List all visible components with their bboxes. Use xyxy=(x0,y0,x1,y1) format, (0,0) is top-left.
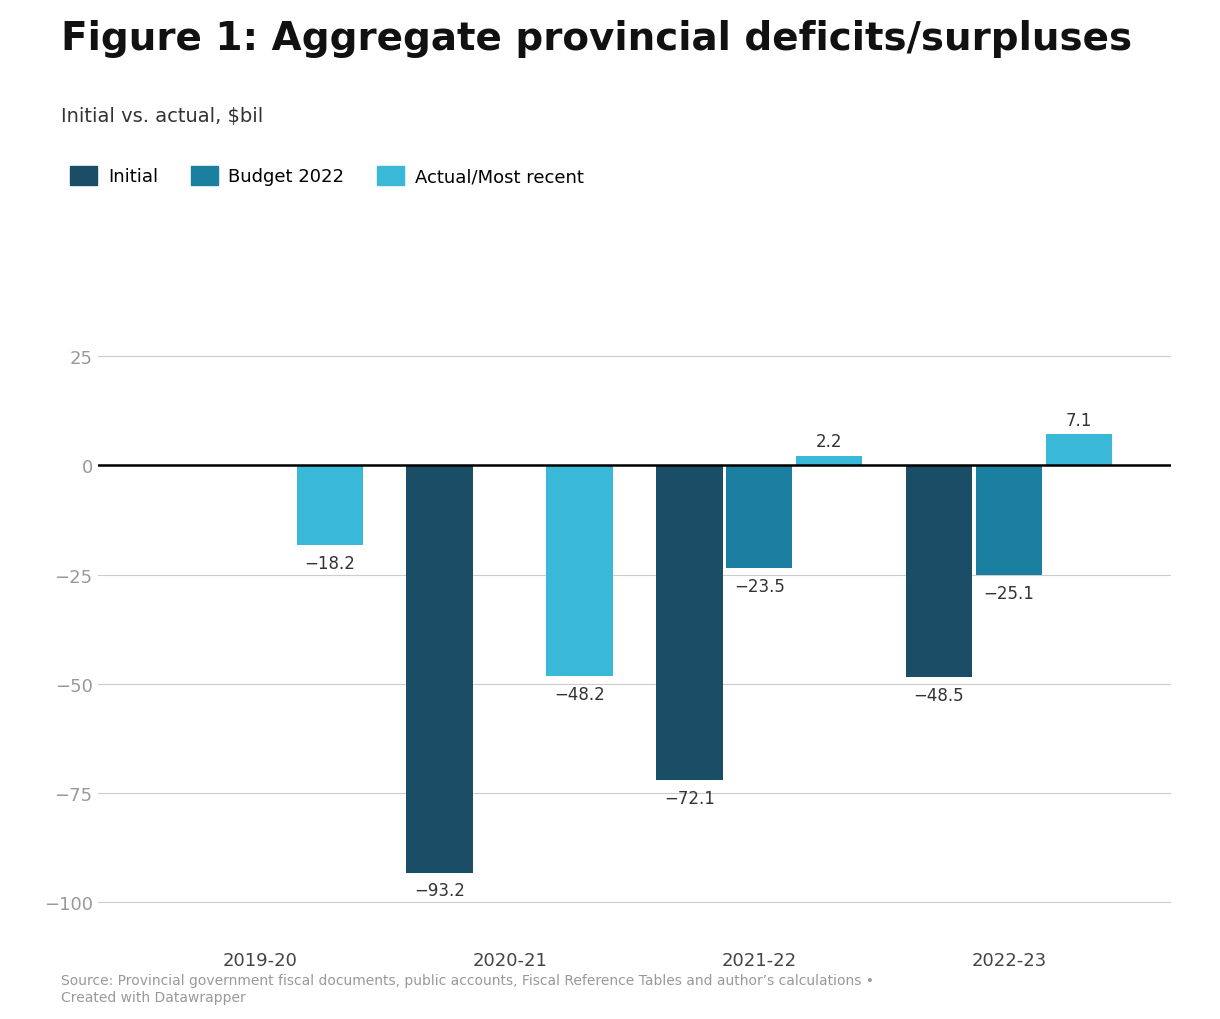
Text: −18.2: −18.2 xyxy=(304,554,355,572)
Bar xyxy=(547,466,612,677)
Bar xyxy=(726,466,793,569)
Text: Figure 1: Aggregate provincial deficits/surpluses: Figure 1: Aggregate provincial deficits/… xyxy=(61,20,1132,58)
Legend: Initial, Budget 2022, Actual/Most recent: Initial, Budget 2022, Actual/Most recent xyxy=(70,167,584,186)
Bar xyxy=(406,466,473,873)
Text: −48.5: −48.5 xyxy=(914,687,964,704)
Text: 2.2: 2.2 xyxy=(816,433,842,451)
Bar xyxy=(1046,435,1111,466)
Text: −72.1: −72.1 xyxy=(664,790,715,807)
Bar xyxy=(296,466,364,545)
Text: Source: Provincial government fiscal documents, public accounts, Fiscal Referenc: Source: Provincial government fiscal doc… xyxy=(61,973,874,1004)
Text: −93.2: −93.2 xyxy=(415,881,465,900)
Bar xyxy=(795,457,863,466)
Text: −23.5: −23.5 xyxy=(733,577,784,595)
Bar xyxy=(976,466,1042,576)
Text: −48.2: −48.2 xyxy=(554,685,605,703)
Text: Initial vs. actual, $bil: Initial vs. actual, $bil xyxy=(61,107,264,126)
Bar xyxy=(905,466,972,678)
Text: 7.1: 7.1 xyxy=(1065,412,1092,430)
Text: −25.1: −25.1 xyxy=(983,584,1035,602)
Bar xyxy=(656,466,722,781)
